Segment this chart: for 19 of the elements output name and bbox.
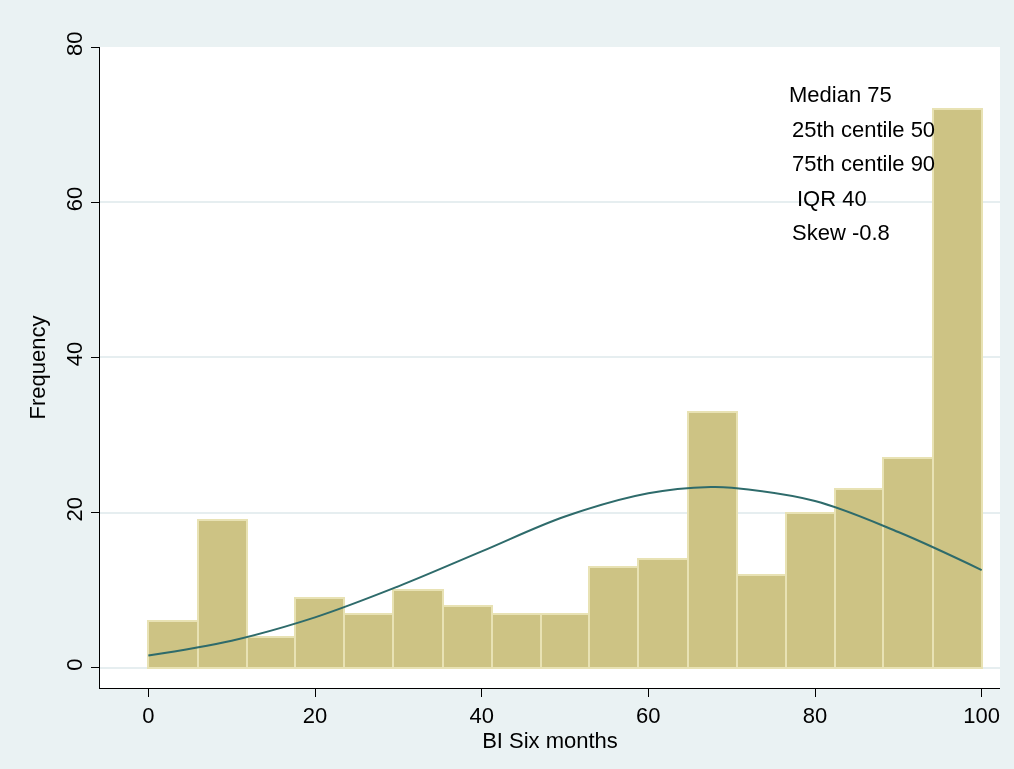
x-axis-title: BI Six months: [482, 728, 618, 754]
x-tick-label: 100: [963, 703, 1001, 729]
x-tick-label: 80: [802, 703, 828, 729]
x-tick-label: 40: [469, 703, 494, 729]
y-axis-title: Frequency: [25, 315, 50, 420]
line-series: [147, 485, 983, 657]
annotation: Skew -0.8: [792, 220, 890, 245]
annotation: 25th centile 50: [792, 117, 936, 142]
annotation: IQR 40: [797, 186, 867, 211]
y-tick-label: 80: [62, 31, 88, 56]
annotation: 75th centile 90: [792, 151, 936, 176]
x-tick-label: 0: [142, 703, 155, 729]
y-tick-label: 60: [62, 186, 88, 212]
x-tick-label: 20: [302, 703, 328, 729]
annotation: Median 75: [789, 82, 892, 107]
y-tick-label: 20: [62, 497, 88, 522]
y-tick-label: 40: [62, 341, 88, 367]
y-tick-label: 0: [62, 658, 88, 671]
x-tick-label: 60: [636, 703, 661, 729]
